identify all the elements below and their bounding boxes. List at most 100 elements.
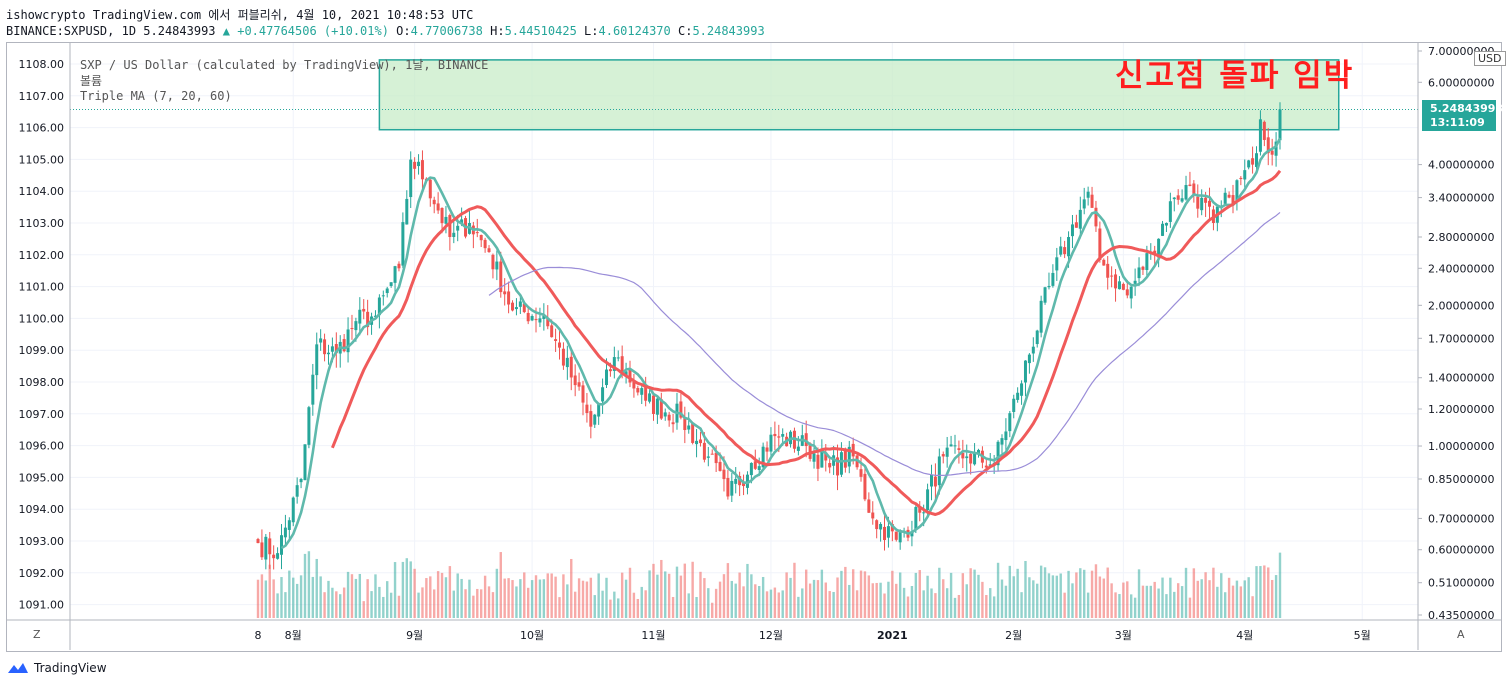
volume-bar — [472, 595, 475, 618]
candle-body — [1047, 285, 1051, 288]
candle-body — [651, 395, 655, 414]
volume-bar — [1223, 592, 1227, 618]
indicator-legend[interactable]: Triple MA (7, 20, 60) — [80, 89, 232, 103]
volume-bar — [456, 573, 459, 618]
volume-bar — [961, 573, 965, 618]
candle-body — [561, 348, 565, 366]
time-axis-tick-label: 8월 — [285, 629, 302, 642]
candle-body — [879, 523, 883, 530]
volume-bar — [1118, 594, 1121, 618]
volume-bar — [1243, 580, 1246, 618]
candle-body — [1039, 300, 1043, 333]
volume-bar — [1165, 594, 1168, 618]
candle-body — [828, 463, 832, 468]
candle-body — [1176, 195, 1180, 200]
volume-bar — [867, 575, 871, 618]
volume-bar — [644, 590, 647, 618]
volume-bar — [742, 586, 745, 618]
candle-body — [1031, 346, 1035, 354]
volume-bar — [1153, 581, 1156, 618]
candle-body — [824, 452, 828, 461]
volume-bar — [1000, 579, 1004, 618]
candle-body — [1137, 267, 1141, 279]
volume-bar — [1145, 585, 1149, 618]
candle-body — [777, 436, 781, 438]
candle-body — [910, 531, 914, 537]
auto-scale-button[interactable]: A — [1457, 628, 1465, 641]
candle-body — [1106, 263, 1110, 278]
last-price-tag: 5.24843993 13:11:09 — [1422, 100, 1503, 131]
candle-body — [1231, 195, 1235, 204]
volume-bar — [346, 571, 350, 618]
volume-bar — [746, 563, 749, 618]
candle-body — [303, 444, 307, 481]
volume-bar — [851, 569, 855, 618]
volume-bar — [875, 582, 878, 618]
volume-bar — [307, 551, 311, 618]
volume-bar — [464, 589, 467, 618]
volume-bar — [577, 578, 581, 618]
candle-body — [1016, 392, 1020, 400]
volume-bar — [1020, 592, 1023, 618]
right-axis-tick-label: 2.40000000 — [1428, 262, 1494, 275]
volume-bar — [785, 572, 788, 618]
right-axis-tick-label: 1.20000000 — [1428, 403, 1494, 416]
candle-body — [534, 319, 538, 321]
volume-bar — [1220, 573, 1223, 618]
tradingview-logo[interactable]: TradingView — [6, 661, 107, 675]
volume-bar — [260, 574, 264, 618]
candle-body — [745, 474, 749, 488]
candle-body — [1008, 413, 1012, 432]
currency-label[interactable]: USD — [1474, 51, 1506, 66]
candle-body — [589, 411, 593, 427]
candle-body — [268, 538, 272, 555]
volume-bar — [1270, 579, 1274, 618]
volume-bar — [315, 558, 318, 618]
volume-bar — [656, 574, 659, 618]
volume-bar — [389, 592, 393, 618]
volume-bar — [1024, 560, 1027, 618]
left-axis-tick-label: 1091.00 — [19, 599, 65, 612]
volume-bar — [1122, 582, 1125, 618]
left-axis-tick-label: 1100.00 — [19, 312, 65, 325]
volume-bar — [542, 579, 546, 618]
volume-bar — [871, 583, 874, 618]
candle-body — [326, 352, 330, 355]
candle-body — [276, 553, 280, 559]
volume-bar — [436, 571, 440, 618]
candle-body — [1094, 207, 1098, 227]
candle-body — [961, 452, 965, 459]
volume-bar — [1149, 585, 1152, 618]
volume-bar — [495, 568, 499, 618]
volume-bar — [918, 570, 921, 618]
candle-body — [781, 434, 785, 437]
volume-bar — [421, 587, 424, 618]
candle-body — [1090, 194, 1094, 208]
volume-bar — [515, 586, 518, 618]
volume-bar — [280, 577, 283, 618]
left-axis-tick-label: 1103.00 — [19, 217, 65, 230]
timezone-button[interactable]: Z — [33, 628, 41, 641]
volume-bar — [667, 573, 671, 618]
left-axis-tick-label: 1107.00 — [19, 90, 65, 103]
volume-bar — [1259, 566, 1262, 618]
volume-bar — [855, 590, 859, 618]
volume-legend: 볼륨 — [80, 74, 103, 88]
volume-bar — [1133, 597, 1137, 618]
volume-bar — [887, 581, 890, 618]
left-axis-tick-label: 1105.00 — [19, 153, 65, 166]
volume-bar — [1004, 585, 1008, 618]
left-axis-tick-label: 1099.00 — [19, 344, 65, 357]
candle-body — [1129, 286, 1133, 299]
candle-body — [914, 507, 918, 530]
change-value: +0.47764506 (+10.01%) — [237, 24, 389, 38]
volume-bar — [617, 598, 620, 618]
candle-body — [871, 512, 875, 519]
candle-body — [542, 315, 546, 319]
volume-bar — [902, 587, 906, 618]
candle-body — [734, 478, 738, 484]
volume-bar — [859, 570, 863, 618]
candle-body — [432, 199, 436, 205]
bar-countdown: 13:11:09 — [1430, 116, 1485, 129]
